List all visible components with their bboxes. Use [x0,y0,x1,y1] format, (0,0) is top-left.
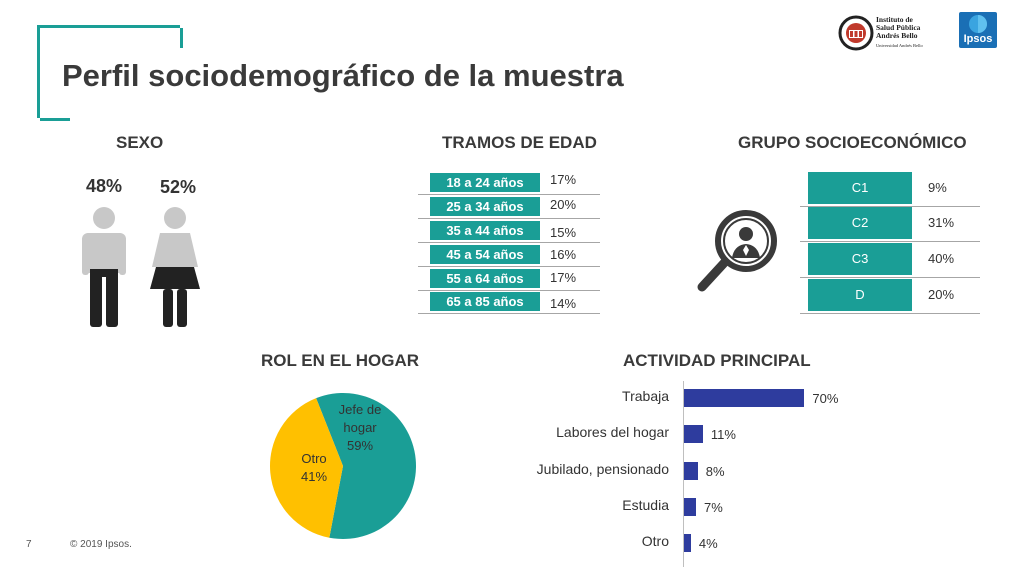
bar [684,534,691,553]
title-frame [37,25,183,121]
bar [684,389,805,407]
age-value: 16% [550,247,577,262]
gse-row: C1 9% [800,172,980,207]
bar-value-label: 7% [704,499,723,515]
age-row: 18 a 24 años 17% [418,171,600,195]
bar-category-label: Labores del hogar [556,424,669,441]
age-row: 45 a 54 años 16% [418,243,600,267]
bar-category-label: Trabaja [622,388,669,404]
age-value: 17% [550,172,577,187]
ipsos-logo: Ipsos [959,12,997,48]
gse-label: C1 [808,172,912,204]
isp-logo-line1: Instituto de [876,15,913,24]
bar-category-label: Jubilado, pensionado [536,460,669,477]
female-figure-icon [150,207,200,327]
actividad-title: ACTIVIDAD PRINCIPAL [623,351,811,370]
gse-value: 9% [928,180,947,195]
age-row: 25 a 34 años 20% [418,195,600,219]
gse-value: 31% [928,215,955,230]
copyright: © 2019 Ipsos. [70,539,132,550]
isp-logo: Instituto de Salud Pública Andrés Bello … [838,12,938,56]
bar-axis-line [683,381,684,567]
gse-row: D 20% [800,279,980,314]
age-row: 55 a 64 años 17% [418,267,600,291]
age-value: 20% [550,197,577,212]
pie-slice-label: hogar [343,420,377,435]
bar-category-label: Otro [641,533,669,550]
age-label: 45 a 54 años [430,245,540,264]
age-label: 35 a 44 años [430,221,540,240]
age-label: 18 a 24 años [430,173,540,192]
age-value: 14% [550,296,577,311]
magnifier-person-icon [697,210,777,292]
gse-value: 20% [928,287,955,302]
bar-value-label: 11% [710,427,736,443]
pie-slice-label: Jefe de [339,402,382,417]
bar-value-label: 70% [812,391,839,406]
bar-value-label: 4% [698,536,718,552]
gse-row: C2 31% [800,207,980,242]
isp-seal-icon [838,15,874,51]
age-value: 17% [550,270,577,285]
gse-value: 40% [928,251,955,266]
male-figure-icon [82,207,126,327]
bar [684,497,697,516]
isp-logo-line4: Universidad Andrés Bello [876,43,923,48]
gse-label: C2 [808,207,912,239]
gse-row: C3 40% [800,243,980,278]
age-value: 15% [550,225,577,240]
gse-title: GRUPO SOCIOECONÓMICO [738,133,967,152]
age-label: 55 a 64 años [430,269,540,288]
ipsos-logo-text: Ipsos [963,33,993,45]
age-label: 25 a 34 años [430,197,540,216]
sexo-title: SEXO [116,133,164,152]
bar [684,461,698,480]
bar-category-label: Estudia [622,496,669,513]
rol-pie-chart: Jefe de hogar 59% Otro 41% [270,393,416,539]
rol-title: ROL EN EL HOGAR [261,351,420,370]
gse-label: D [808,279,912,311]
gse-label: C3 [808,243,912,275]
edad-title: TRAMOS DE EDAD [442,133,597,152]
age-label: 65 a 85 años [430,292,540,311]
ipsos-mark-icon [969,15,987,33]
pie-slice-label: 59% [347,438,373,453]
page-number: 7 [26,539,32,550]
pie-slice-label: Otro [301,451,326,466]
age-row: 35 a 44 años 15% [418,219,600,243]
isp-logo-line3: Andrés Bello [876,31,918,40]
pie-slice [270,398,343,538]
isp-logo-line2: Salud Pública [876,23,921,32]
male-percentage: 48% [86,176,123,196]
bar [684,425,703,444]
age-row: 65 a 85 años 14% [418,290,600,314]
pie-slice-label: 41% [301,469,327,484]
pie-slice [316,393,416,539]
page-title: Perfil sociodemográfico de la muestra [62,58,624,93]
bar-value-label: 8% [705,463,725,479]
female-percentage: 52% [160,177,197,197]
